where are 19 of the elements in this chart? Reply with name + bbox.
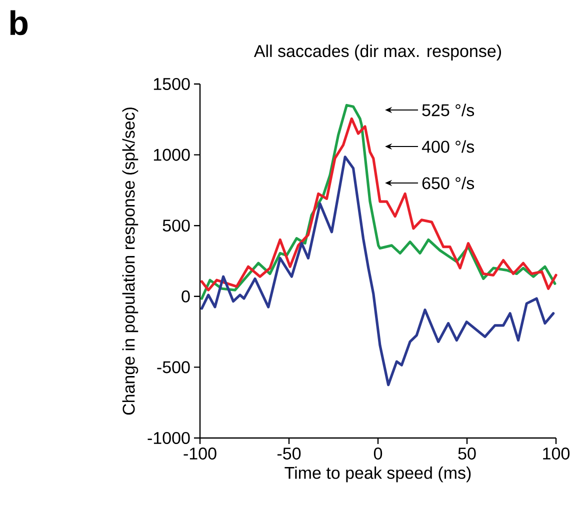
line-series (200, 156, 555, 386)
annotation: 400 °/s (422, 140, 474, 153)
x-axis-title: Time to peak speed (ms) (284, 466, 471, 482)
y-tick-label: 500 (162, 220, 190, 232)
text: b (10, 10, 28, 36)
annotation: 525 °/s (422, 104, 474, 116)
x-tick-label: -100 (184, 448, 216, 460)
x-tick-label: -50 (277, 448, 301, 460)
y-tick-label: 1000 (154, 148, 190, 161)
annotation: 650 °/s (422, 176, 474, 190)
y-tick-label: -1000 (148, 432, 190, 444)
y-tick-label: -500 (157, 361, 190, 374)
y-tick-label: 0 (182, 290, 190, 302)
y-tick-label: 1500 (154, 78, 190, 90)
x-tick-label: 0 (374, 448, 382, 460)
y-axis-title: Change in population response (spk/sec) (122, 108, 138, 415)
chart-title: All saccades (dir max. response) (254, 44, 501, 60)
x-tick-label: 100 (543, 448, 570, 460)
x-tick-label: 50 (458, 448, 476, 460)
